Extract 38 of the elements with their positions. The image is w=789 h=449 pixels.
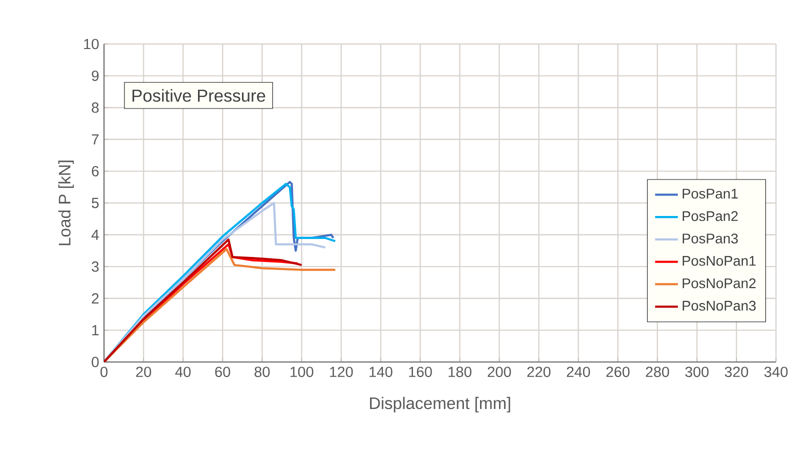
y-tick-label: 9 <box>92 70 99 81</box>
y-tick-label: 1 <box>92 325 99 336</box>
x-tick-label: 320 <box>724 366 748 378</box>
y-tick-label: 5 <box>92 198 99 208</box>
x-tick-label: 0 <box>100 366 108 378</box>
legend-label: PosPan3 <box>682 234 738 244</box>
legend-label: PosNoPan2 <box>682 278 756 288</box>
x-tick-label: 260 <box>606 366 630 378</box>
y-tick-label: 6 <box>92 166 99 176</box>
x-tick-label: 200 <box>488 366 511 378</box>
x-tick-label: 40 <box>175 366 191 378</box>
x-tick-label: 120 <box>330 366 353 378</box>
x-tick-label: 240 <box>566 366 590 378</box>
y-tick-label: 10 <box>84 38 99 50</box>
x-tick-label: 280 <box>646 366 670 378</box>
y-tick-label: 0 <box>92 356 99 368</box>
x-tick-label: 60 <box>215 366 230 378</box>
x-tick-label: 100 <box>290 366 314 378</box>
y-tick-label: 3 <box>92 261 99 272</box>
x-tick-label: 80 <box>254 366 270 378</box>
legend-label: PosPan1 <box>682 188 738 199</box>
legend-label: PosNoPan3 <box>682 300 756 311</box>
y-tick-label: 4 <box>91 230 99 240</box>
x-tick-label: 180 <box>448 366 472 378</box>
x-tick-label: 340 <box>764 366 788 378</box>
x-tick-label: 300 <box>685 366 709 378</box>
y-tick-label: 2 <box>92 293 99 304</box>
y-tick-label: 8 <box>92 102 99 113</box>
x-tick-label: 220 <box>527 366 550 378</box>
legend-label: PosNoPan1 <box>682 256 756 266</box>
x-axis-title: Displacement [mm] <box>370 396 510 412</box>
y-axis-title: Load P [kN] <box>58 160 74 246</box>
text: Positive Pressure <box>132 89 266 102</box>
x-tick-label: 140 <box>370 366 392 378</box>
x-tick-label: 20 <box>136 366 152 378</box>
y-tick-label: 7 <box>92 134 99 144</box>
legend-label: PosPan2 <box>682 211 738 222</box>
x-tick-label: 160 <box>409 366 432 378</box>
